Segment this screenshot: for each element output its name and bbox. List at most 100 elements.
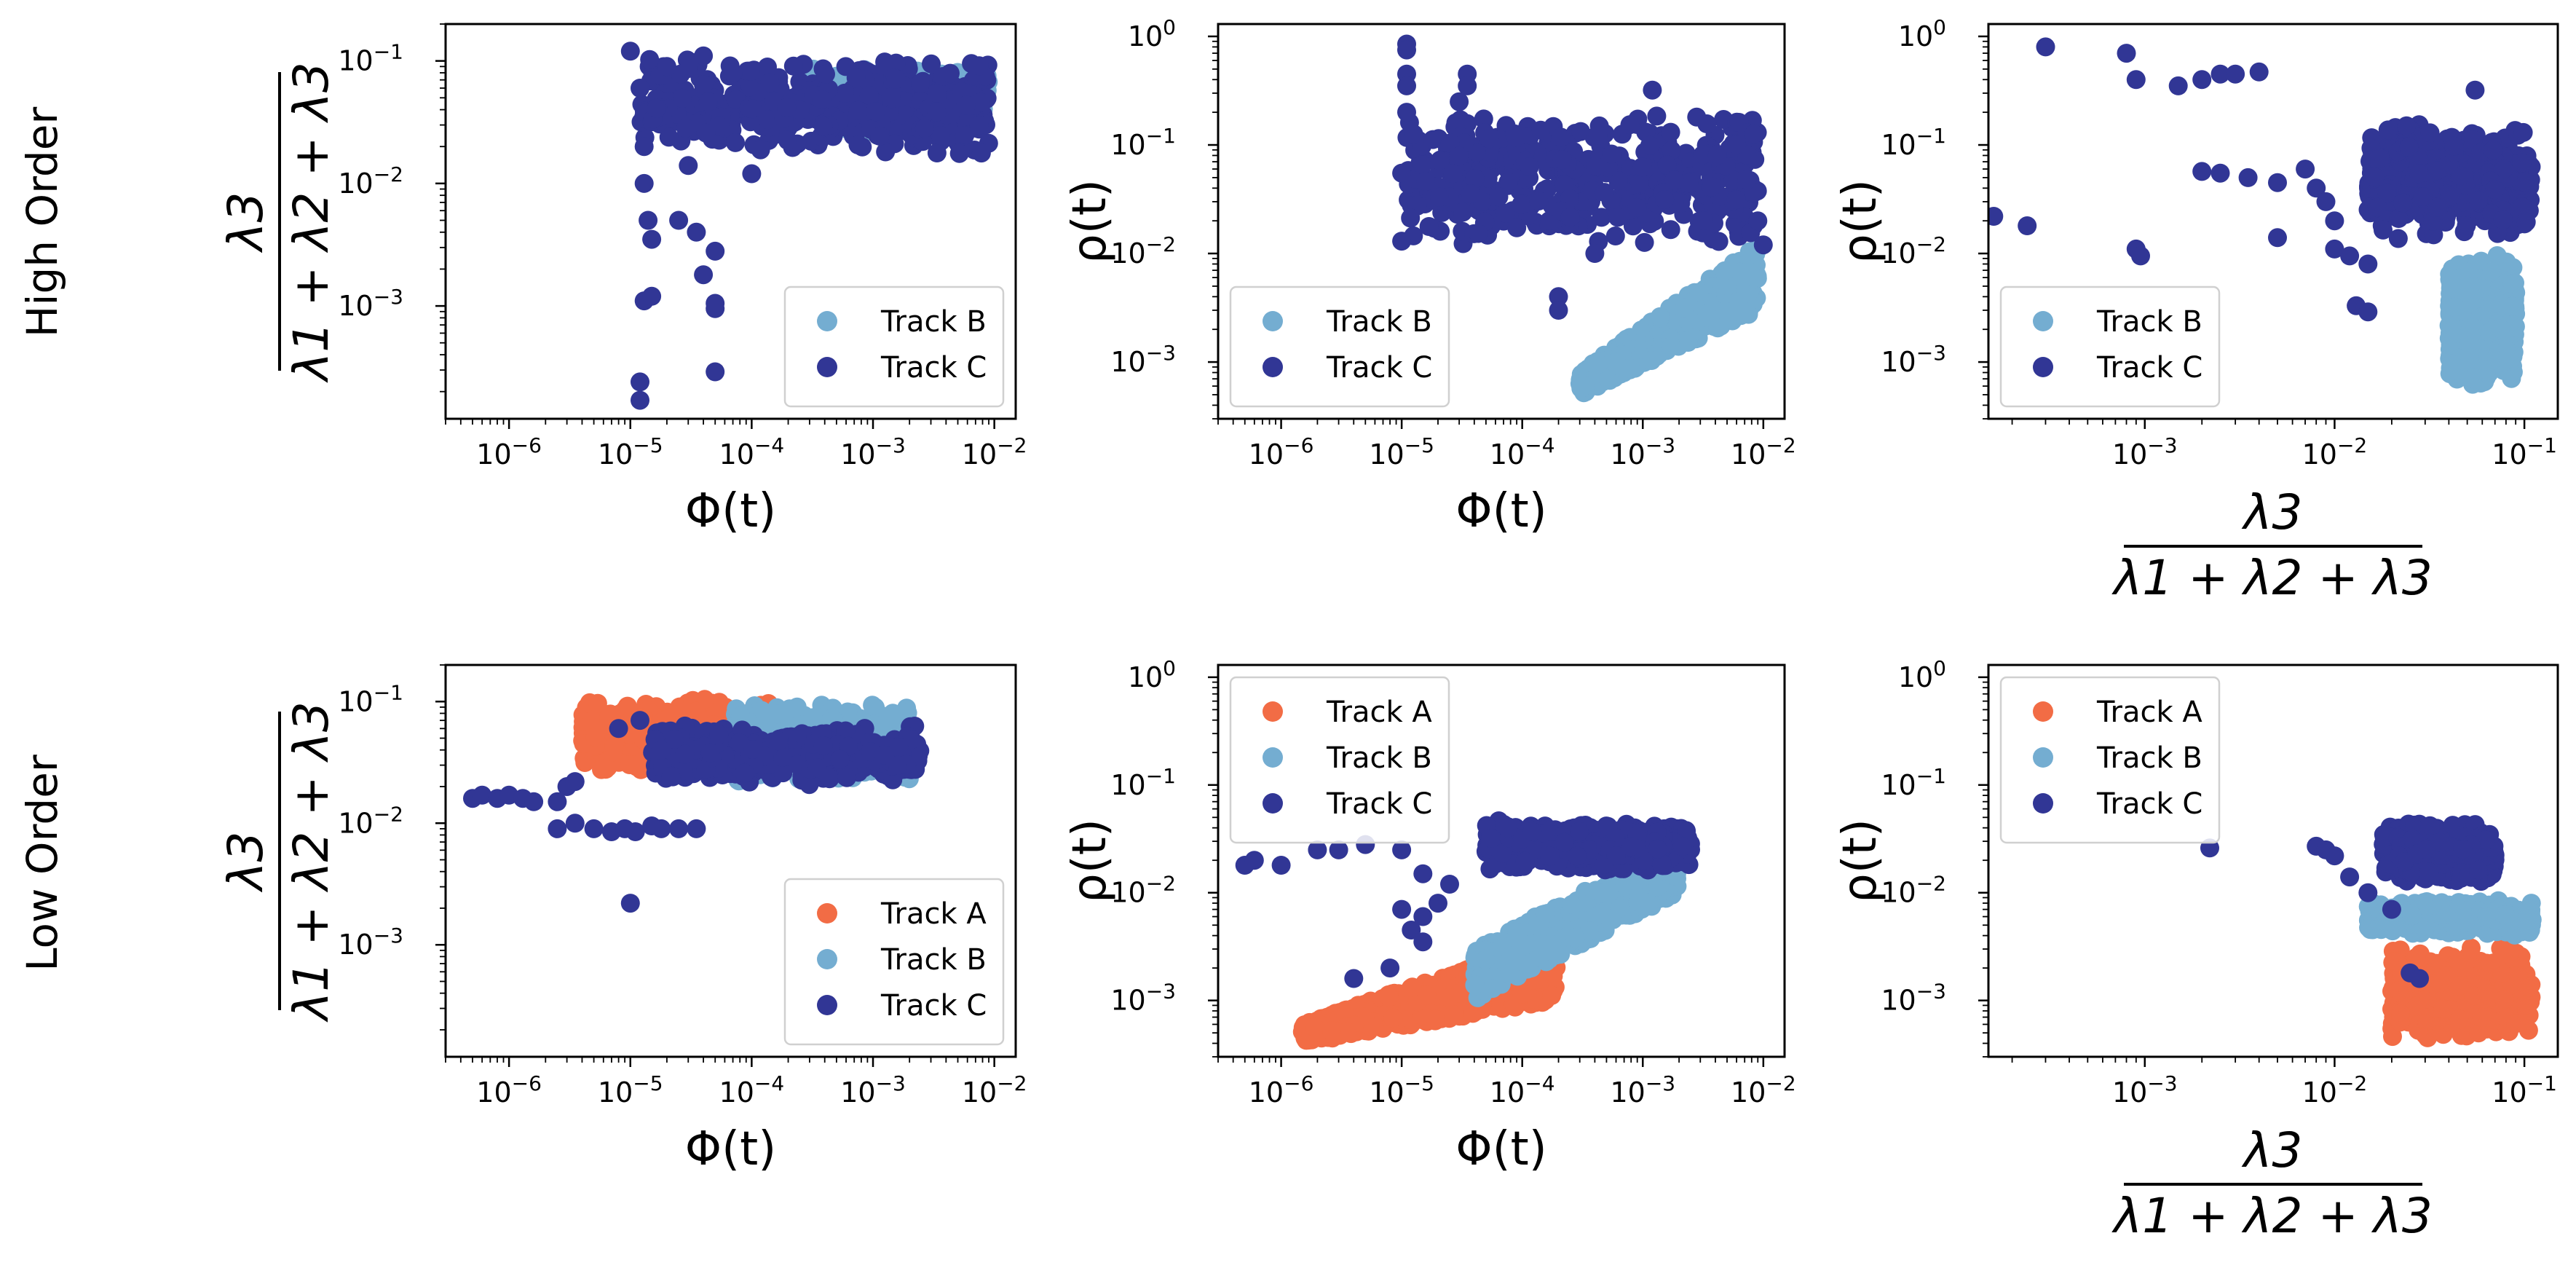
data-point (2316, 192, 2336, 211)
data-point (2131, 246, 2150, 266)
legend-entry: Track C (880, 989, 987, 1023)
data-point (885, 55, 904, 74)
data-point (2457, 216, 2476, 235)
data-point (1397, 76, 1416, 95)
data-point (706, 241, 725, 261)
data-point (2516, 212, 2536, 232)
y-tick-label: 100 (1898, 15, 1946, 52)
legend-box (783, 878, 1005, 1046)
data-point (2358, 254, 2378, 274)
data-point (1627, 197, 1647, 217)
data-point (584, 819, 604, 838)
data-point (2482, 262, 2502, 282)
data-point (652, 741, 671, 760)
data-point (698, 92, 718, 111)
panels: 10−6 10−5 10−4 10−3 10−210−310−210−1Φ(t)λ3 λ1… (218, 15, 2559, 1244)
data-point (1397, 103, 1416, 122)
points (1988, 37, 2541, 394)
data-point (548, 819, 567, 838)
data-point (1744, 124, 1763, 143)
data-point (2268, 228, 2287, 248)
legend-marker (817, 903, 837, 924)
data-point (617, 696, 637, 716)
data-point (679, 59, 698, 78)
data-point (1662, 336, 1681, 355)
data-point (914, 119, 934, 138)
data-point (1450, 146, 1469, 166)
points (1235, 811, 1700, 1050)
data-point (1419, 217, 1439, 236)
data-point (2168, 76, 2188, 95)
y-tick-label: 100 (1128, 15, 1176, 52)
data-point (2036, 37, 2055, 57)
data-point (687, 819, 706, 838)
data-point (1988, 207, 2004, 226)
data-point (723, 63, 743, 82)
legend-entry: Track B (880, 943, 987, 977)
scatter-panel: 10−6 10−5 10−4 10−3 10−210−310−210−1Φ(t)λ3 λ1… (218, 23, 1027, 538)
data-point (886, 69, 906, 89)
data-point (2296, 160, 2315, 179)
data-point (870, 126, 890, 146)
y-tick-label: 10−2 (338, 802, 403, 839)
data-point (631, 372, 649, 392)
legend-marker (817, 995, 837, 1015)
data-point (1655, 190, 1675, 209)
data-point (726, 133, 745, 152)
legend-box (1229, 286, 1450, 408)
data-point (816, 64, 835, 84)
data-point (778, 130, 797, 150)
x-tick-label: 10−3 (840, 433, 906, 470)
data-point (1647, 106, 1667, 126)
data-point (2487, 246, 2507, 265)
data-point (889, 738, 909, 757)
data-point (1479, 129, 1499, 149)
row-label-low-order: Low Order (17, 755, 67, 972)
x-tick-label: 10−2 (2302, 433, 2368, 470)
points (1392, 34, 1773, 403)
data-point (1693, 145, 1712, 165)
data-point (971, 92, 990, 112)
data-point (812, 90, 831, 109)
data-point (863, 696, 882, 715)
data-point (1469, 224, 1488, 243)
scatter-panel: 10−6 10−5 10−4 10−3 10−210−310−210−1100Φ(t)ρ… (1063, 15, 1796, 538)
data-point (881, 87, 901, 106)
data-point (620, 42, 640, 61)
data-point (634, 137, 654, 157)
plot-frame (444, 23, 1017, 420)
data-point (949, 143, 969, 163)
data-point (709, 725, 729, 744)
data-point (659, 127, 679, 147)
data-point (1650, 307, 1670, 326)
data-point (1474, 109, 1493, 129)
data-point (1726, 190, 1746, 210)
data-point (2445, 297, 2465, 317)
x-axis-label: Φ(t) (1455, 484, 1546, 538)
data-point (1723, 302, 1742, 321)
data-point (1404, 125, 1423, 143)
x-tick-label: 10−5 (1369, 433, 1434, 470)
y-tick-label: 10−1 (338, 40, 403, 77)
data-point (1602, 144, 1621, 164)
data-point (911, 74, 930, 93)
y-tick-label: 10−3 (1881, 341, 1946, 378)
data-point (2420, 123, 2440, 143)
data-point (1401, 208, 1421, 228)
data-point (631, 711, 649, 731)
data-point (2490, 319, 2510, 339)
data-point (1643, 80, 1662, 100)
data-point (1583, 354, 1603, 374)
data-point (1416, 172, 1435, 191)
y-tick-label: 10−3 (338, 285, 403, 322)
data-point (1657, 155, 1677, 175)
data-point (768, 731, 788, 751)
x-tick-label: 10−2 (1731, 433, 1796, 470)
data-point (1450, 92, 1469, 111)
data-point (813, 736, 833, 755)
